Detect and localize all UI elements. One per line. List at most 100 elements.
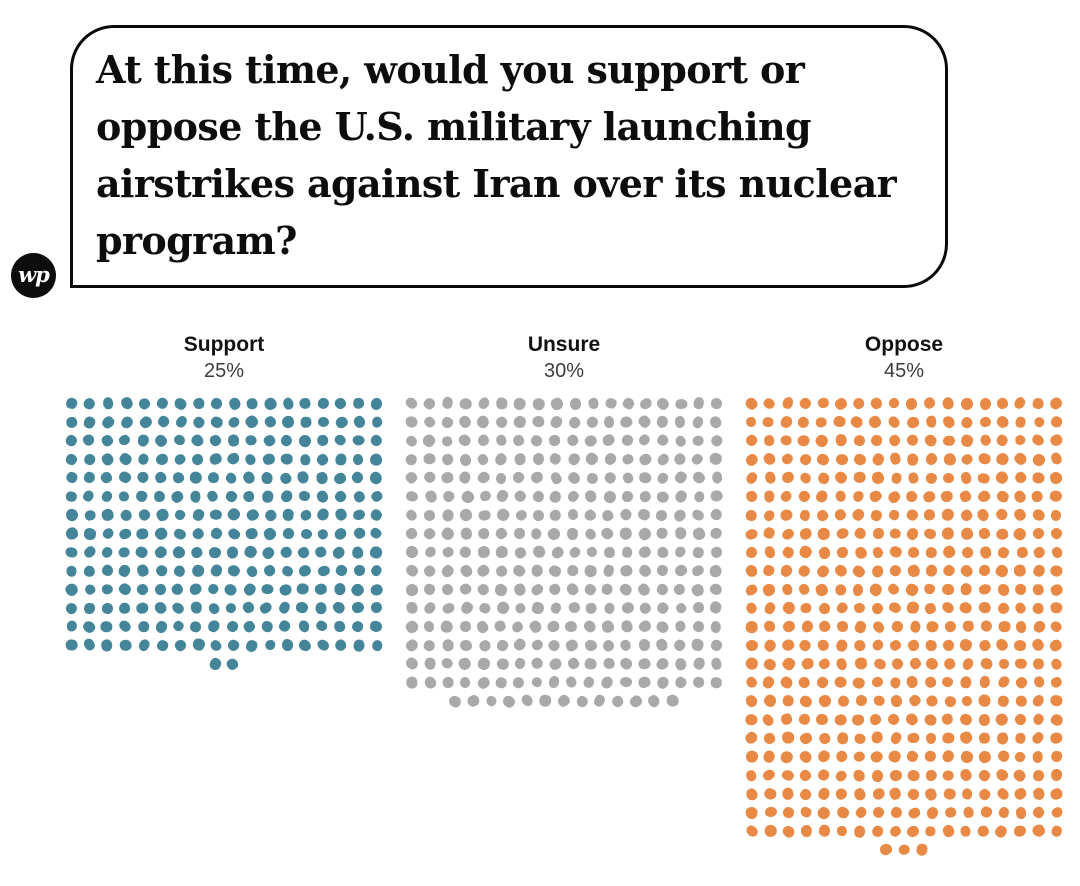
dot [276,600,292,616]
dot [833,507,848,523]
dot [297,433,312,448]
dot [82,414,98,430]
dot [315,507,331,523]
dot [475,452,491,467]
dot [513,544,528,560]
dot [923,470,939,486]
dot [277,582,293,597]
dot [101,602,113,614]
dot-row [403,413,724,431]
dot [888,545,903,559]
dot [941,563,957,579]
dot-row [746,842,1062,857]
dot [227,396,242,411]
dot [619,676,633,689]
dot [1031,693,1046,709]
dot [709,433,724,448]
dot [940,526,956,542]
dot [549,544,566,561]
dot [780,582,794,597]
dot [743,655,761,672]
dot [815,451,831,467]
dot [905,675,920,690]
dot-row [64,395,383,412]
dot [1012,451,1029,468]
dot [905,525,921,542]
dot [816,804,833,821]
dot [1031,600,1046,616]
dot [600,637,617,653]
dot [440,656,455,671]
dot [565,451,581,467]
dot [817,545,832,560]
dot [299,527,313,540]
dot [761,692,779,710]
dot [223,489,239,504]
dot [441,638,454,652]
dot [279,433,294,449]
dot [581,618,598,635]
dot [761,563,777,579]
dot-row [405,674,723,691]
dot [421,414,437,430]
dot [118,526,133,541]
dot [878,842,894,857]
dot [817,692,834,710]
dot [119,395,134,412]
dot [619,600,636,616]
dot [1048,395,1064,412]
dot [762,396,777,411]
dot [63,451,80,467]
dot [189,544,204,560]
dot [778,488,795,505]
dot [244,413,261,431]
dot [424,657,436,670]
dot [994,488,1011,505]
dot [102,397,114,410]
dot [281,639,293,652]
dot [654,618,671,635]
dot [370,416,383,429]
dot [404,544,420,560]
dot [797,395,814,412]
dot [403,655,420,672]
dot [549,395,565,412]
dot [636,414,653,431]
dot [206,618,222,635]
dot [993,711,1011,728]
dot [816,786,832,802]
dot-row [404,599,724,617]
dot-row [743,581,1064,598]
dot [134,489,149,504]
dot [1032,583,1045,596]
dot-row [66,656,382,672]
dot [762,600,777,616]
dot [833,712,848,727]
dot [227,564,242,578]
dot [1049,750,1063,764]
dot [457,433,474,449]
dot [780,452,795,467]
dot [567,544,583,560]
dot [798,525,814,542]
dot [351,488,367,505]
dot [871,804,887,821]
dot-row [65,413,383,431]
dot [833,582,848,597]
dot [887,432,903,449]
dot [817,619,833,634]
dot [440,434,454,448]
dot [584,564,597,577]
dot [495,676,507,688]
dot [421,432,438,449]
dot [814,562,831,579]
dot [117,618,133,635]
dot [315,471,329,485]
dot [582,507,598,523]
dot [940,490,955,503]
dot [315,489,330,504]
dot [208,637,225,653]
dot [494,637,510,653]
dot-row [743,451,1064,468]
dot [889,527,902,540]
